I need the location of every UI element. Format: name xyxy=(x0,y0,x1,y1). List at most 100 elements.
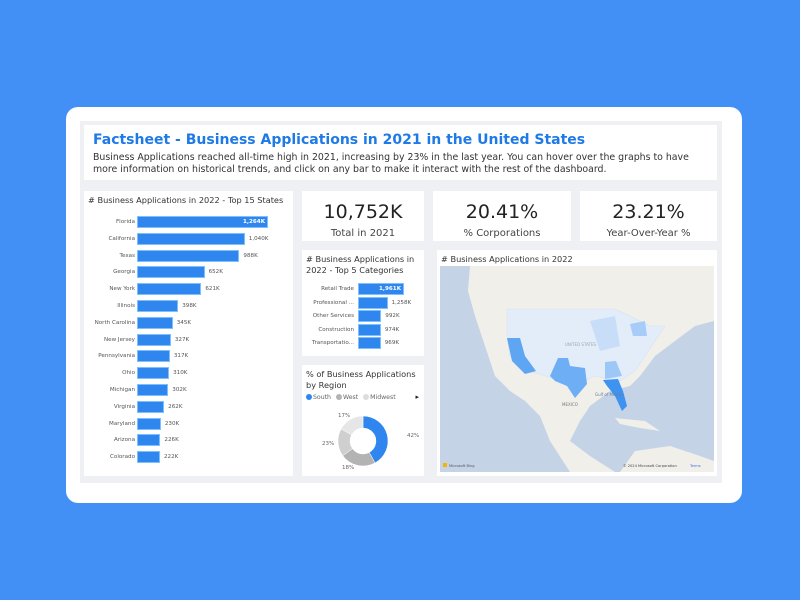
region-chart-title: % of Business Applications by Region xyxy=(306,369,416,390)
bar-row[interactable]: Michigan 302K xyxy=(84,384,293,396)
states-chart-title: # Business Applications in 2022 - Top 15… xyxy=(88,195,284,205)
kpi-corporations: 20.41% % Corporations xyxy=(433,191,571,241)
bar[interactable] xyxy=(358,323,381,336)
bar-row[interactable]: Texas 988K xyxy=(84,249,293,262)
legend-south: South xyxy=(313,394,331,401)
bar[interactable] xyxy=(137,216,268,228)
bar[interactable] xyxy=(137,451,160,464)
bar[interactable] xyxy=(137,384,169,396)
bar-category-label: Pennsylvania xyxy=(98,353,135,360)
bar-row[interactable]: Professional ... 1,258K xyxy=(302,296,424,309)
bar-value-label: 992K xyxy=(385,313,400,319)
bar-value-label: 230K xyxy=(164,420,180,427)
kpi-value: 23.21% xyxy=(612,201,685,223)
bar-row[interactable]: Construction 974K xyxy=(302,323,424,336)
bar[interactable] xyxy=(137,300,179,312)
bar[interactable] xyxy=(137,434,161,447)
bar-row[interactable]: Other Services 992K xyxy=(302,310,424,322)
bar-row[interactable]: Maryland 230K xyxy=(84,417,293,430)
bing-logo-icon xyxy=(443,463,447,467)
land-cuba xyxy=(615,418,660,431)
legend-next-arrow-icon[interactable]: ▸ xyxy=(415,393,419,401)
report-canvas: Factsheet - Business Applications in 202… xyxy=(80,121,722,483)
bar-row[interactable]: New Jersey 327K xyxy=(84,333,293,346)
region-legend[interactable]: South West Midwest xyxy=(306,394,396,401)
bar-value-label: 621K xyxy=(205,286,220,293)
bar-value-label: 1,258K xyxy=(391,299,412,306)
bar-row[interactable]: Virginia 262K xyxy=(84,400,293,413)
bar-row[interactable]: Illinois 398K xyxy=(84,300,293,312)
kpi-label: Total in 2021 xyxy=(330,228,396,239)
kpi-value: 20.41% xyxy=(465,201,539,223)
land-south-america xyxy=(620,446,714,472)
bar[interactable] xyxy=(137,333,171,346)
kpi-label: % Corporations xyxy=(463,228,541,239)
donut-data-label: 23% xyxy=(322,441,334,447)
kpi-label: Year-Over-Year % xyxy=(606,228,691,239)
bar-value-label: 652K xyxy=(208,269,223,276)
bar-category-label: Florida xyxy=(115,219,135,225)
bar[interactable] xyxy=(358,337,381,349)
legend-dot-west xyxy=(335,394,342,400)
bar-row[interactable]: New York 621K xyxy=(84,283,293,296)
bar[interactable] xyxy=(137,316,173,329)
bar-value-label: 345K xyxy=(176,319,192,326)
bar[interactable] xyxy=(137,400,165,413)
bar-value-label: 327K xyxy=(174,336,190,343)
bar[interactable] xyxy=(358,310,382,322)
bar-row[interactable]: Pennsylvania 317K xyxy=(84,350,293,363)
map-label-mexico: MEXICO xyxy=(562,402,578,407)
bar-value-label: 1,264K xyxy=(243,219,266,225)
bar-row[interactable]: Georgia 652K xyxy=(84,266,293,279)
bar-value-label: 1,040K xyxy=(248,235,269,242)
bar-category-label: New York xyxy=(109,286,135,293)
states-chart: # Business Applications in 2022 - Top 15… xyxy=(84,191,293,476)
bar[interactable] xyxy=(137,249,240,262)
bar[interactable] xyxy=(137,417,161,430)
legend-dot-south xyxy=(306,394,312,400)
donut-data-label: 17% xyxy=(338,413,350,419)
bar-category-label: California xyxy=(108,235,135,242)
bar-category-label: Virginia xyxy=(113,403,135,410)
bar-value-label: 398K xyxy=(182,303,197,309)
bar-row[interactable]: Transportatio... 969K xyxy=(302,337,424,349)
donut-slice-northeast[interactable] xyxy=(340,415,364,436)
bar-row[interactable]: Arizona 226K xyxy=(84,434,293,447)
bar-category-label: Ohio xyxy=(122,370,135,377)
bar-value-label: 969K xyxy=(384,340,400,346)
legend-west: West xyxy=(342,394,359,401)
map-label-us: UNITED STATES xyxy=(565,342,596,347)
map-terms-link[interactable]: Terms xyxy=(689,464,701,468)
bar-category-label: Construction xyxy=(318,326,354,333)
bar[interactable] xyxy=(137,283,202,296)
bar-row[interactable]: Retail Trade 1,961K xyxy=(302,283,424,295)
bar[interactable] xyxy=(137,350,170,363)
bar[interactable] xyxy=(137,232,245,245)
bar[interactable] xyxy=(137,266,205,279)
bar-category-label: Retail Trade xyxy=(321,286,354,292)
bar[interactable] xyxy=(358,283,404,295)
bar-row[interactable]: California 1,040K xyxy=(84,232,293,245)
bar-row[interactable]: Ohio 310K xyxy=(84,367,293,380)
map-attribution: © 2024 Microsoft Corporation xyxy=(623,464,677,468)
bar-row[interactable]: Colorado 222K xyxy=(84,451,293,464)
state-california xyxy=(507,338,536,374)
bar-category-label: Texas xyxy=(119,252,135,259)
map-panel: # Business Applications in 2022 UNITED S… xyxy=(437,250,717,476)
bar-category-label: Georgia xyxy=(113,269,135,276)
bar-value-label: 988K xyxy=(243,252,258,259)
bar-category-label: Colorado xyxy=(109,454,135,461)
state-georgia xyxy=(605,361,622,379)
region-donut: 42% 23% 18% 17% xyxy=(322,413,419,471)
bar-value-label: 310K xyxy=(173,370,188,377)
bar-row[interactable]: North Carolina 345K xyxy=(84,316,293,329)
bar[interactable] xyxy=(358,296,388,309)
state-midwest xyxy=(590,316,620,351)
map[interactable]: UNITED STATES MEXICO Gulf of Mexico Micr… xyxy=(440,266,714,472)
bar-category-label: Illinois xyxy=(117,303,135,309)
bar[interactable] xyxy=(137,367,170,380)
bar-value-label: 226K xyxy=(164,437,179,444)
bar-row[interactable]: Florida 1,264K xyxy=(84,216,293,228)
bar-category-label: Arizona xyxy=(113,437,135,444)
bar-value-label: 1,961K xyxy=(379,286,402,292)
